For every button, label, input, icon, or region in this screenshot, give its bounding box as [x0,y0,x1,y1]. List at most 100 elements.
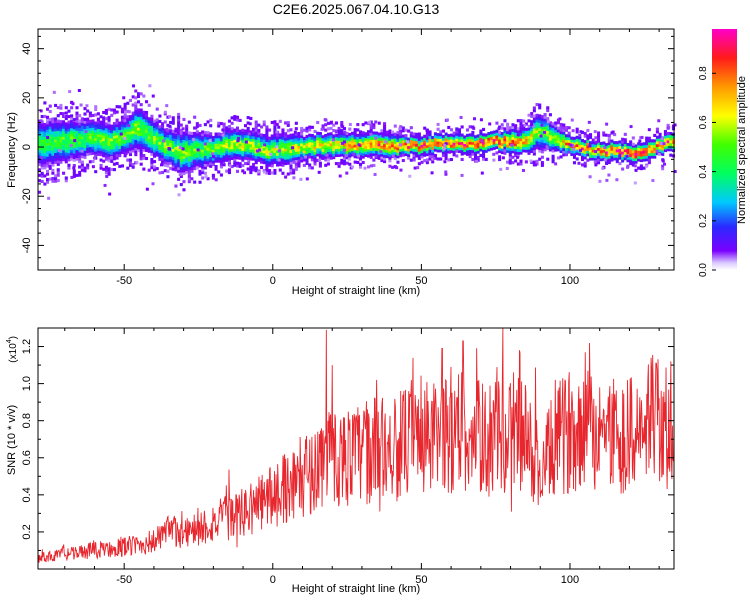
spectrogram-cell [372,153,376,157]
spectrogram-cell [136,108,141,112]
spectrogram-cell [490,136,494,140]
spectrogram-cell [195,154,199,158]
spectrogram-cell [136,121,141,126]
spectrogram-cell [182,117,186,122]
spectrogram-cell [337,132,341,136]
spectrogram-cell [310,158,314,162]
spectrogram-cell [621,156,625,160]
spectrogram-cell [385,146,389,151]
spectrogram-cell [190,169,194,173]
spectrogram-cell [473,151,478,155]
spectrogram-cell [142,143,146,147]
spectrogram-cell [623,151,627,155]
spectrogram-cell [425,131,429,135]
spectrogram-cell [43,131,47,135]
spectrogram-cell [46,180,50,184]
spectrogram-cell [67,133,71,138]
spectrogram-cell [107,142,111,147]
spectrogram-cell [64,152,68,156]
spectrogram-noise-cell [119,132,123,136]
spectrogram-cell [538,106,542,110]
spectrogram-cell [243,161,248,166]
spectrogram-cell [211,160,215,164]
spectrogram-cell [246,148,250,152]
spectrogram-cell [161,127,165,131]
spectrogram-cell [48,104,52,108]
figure-title: C2E6.2025.067.04.10.G13 [273,1,440,17]
spectrogram-cell [546,127,550,132]
spectrogram-cell [99,134,103,138]
spectrogram-noise-cell [605,178,609,182]
spectrogram-cell [522,130,526,134]
spectrogram-cell [658,143,662,147]
spectrogram-cell [233,142,237,146]
spectrogram-cell [297,131,301,136]
spectrogram-cell [112,111,116,115]
spectrogram-cell [310,136,314,140]
spectrogram-cell [46,178,50,182]
spectrogram-cell [482,135,486,140]
spectrogram-cell [522,133,526,137]
spectrogram-cell [329,156,333,160]
spectrogram-cell [187,180,191,184]
spectrogram-cell [115,121,119,125]
spectrogram-cell [548,137,552,141]
spectrogram-cell [134,101,138,105]
spectrogram-noise-cell [134,89,138,93]
spectrogram-cell [572,155,577,159]
spectrogram-cell [268,128,272,132]
spectrogram-cell [519,146,523,150]
spectrogram-cell [155,142,159,146]
spectrogram-cell [618,145,622,149]
spectrogram-cell [185,170,189,174]
spectrogram-cell [214,143,218,147]
spectrogram-cell [348,132,352,137]
spectrogram-noise-cell [661,159,665,163]
spectrogram-cell [166,150,170,154]
spectrogram-cell [174,143,178,148]
spectrogram-cell [139,132,143,136]
spectrogram-cell [607,155,611,159]
spectrogram-cell [329,153,333,158]
spectrogram-cell [211,141,215,145]
spectrogram-cell [383,135,387,139]
spectrogram-cell [658,138,662,142]
spectrogram-cell [284,175,288,179]
spectrogram-cell [457,141,462,145]
spectrogram-cell [329,140,333,144]
spectrogram-cell [564,144,568,149]
spectrogram-cell [107,126,111,130]
spectrogram-cell [308,128,312,132]
spectrogram-cell [516,130,520,134]
spectrogram-cell [313,143,317,147]
spectrogram-cell [268,169,272,173]
spectrogram-cell [104,136,108,140]
spectrogram-cell [334,143,338,147]
spectrogram-cell [150,163,154,167]
spectrogram-cell [404,134,408,138]
spectrogram-cell [375,153,379,157]
spectrogram-cell [524,135,528,140]
spectrogram-cell [415,132,419,136]
spectrogram-cell [388,143,392,147]
spectrogram-cell [554,140,558,144]
spectrogram-cell [177,161,181,165]
spectrogram-cell [203,166,207,170]
spectrogram-cell [67,131,71,135]
spectrogram-cell [80,165,84,170]
spectrogram-cell [120,110,124,114]
spectrogram-cell [230,146,234,150]
spectrogram-cell [161,122,165,126]
x-tick-label: 100 [561,275,579,287]
spectrogram-cell [107,153,111,157]
spectrogram-cell [433,140,437,144]
spectrogram-cell [278,160,282,164]
spectrogram-cell [348,143,352,147]
spectrogram-cell [276,136,280,140]
spectrogram-cell [639,153,643,157]
spectrogram-cell [187,136,191,140]
spectrogram-cell [254,134,258,138]
spectrogram-cell [78,173,82,177]
spectrogram-cell [337,129,341,133]
